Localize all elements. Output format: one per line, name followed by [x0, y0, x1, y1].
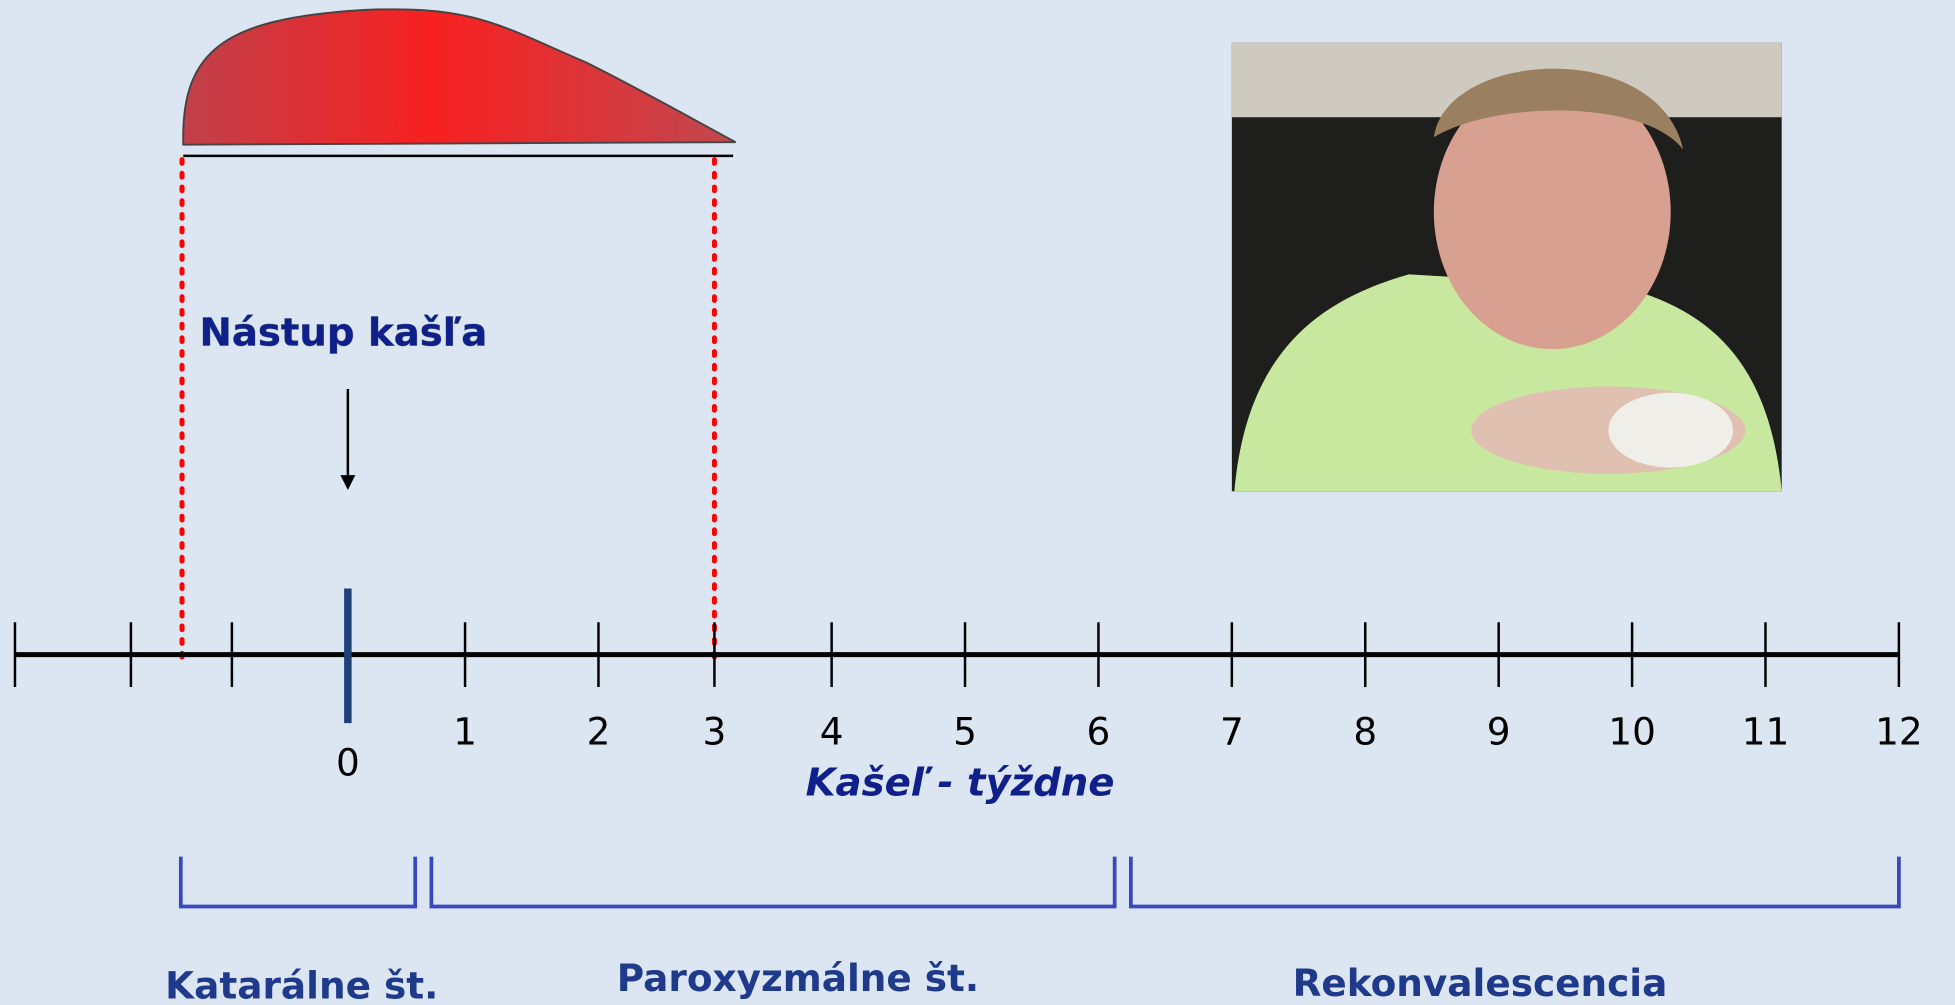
phase-label: Rekonvalescencia	[1293, 961, 1668, 1005]
tick-label: 5	[953, 709, 977, 753]
phase-label: Paroxyzmálne št.	[617, 956, 979, 1000]
tick-label: 6	[1087, 709, 1111, 753]
infectivity-curve	[182, 8, 737, 146]
arrow-head	[340, 475, 356, 491]
tick-label: 2	[587, 709, 611, 753]
onset-label: Nástup kašľa	[199, 310, 487, 355]
tick-label: 12	[1875, 709, 1923, 753]
tick-label: 4	[820, 709, 844, 753]
photo	[1231, 42, 1782, 492]
phase-label: Katarálne št.	[165, 964, 438, 1005]
minor-ticks	[13, 622, 234, 688]
tick-label: 8	[1353, 709, 1377, 753]
axis-title: Kašeľ - týždne	[806, 761, 1115, 806]
tick-label: 9	[1487, 709, 1511, 753]
phase-brackets	[178, 856, 1901, 909]
tick-label: 0	[336, 741, 360, 785]
tick-label: 1	[453, 709, 477, 753]
tick-label: 3	[703, 709, 727, 753]
tick-label: 11	[1742, 709, 1790, 753]
tick-label: 10	[1608, 709, 1656, 753]
tick-label: 7	[1220, 709, 1244, 753]
